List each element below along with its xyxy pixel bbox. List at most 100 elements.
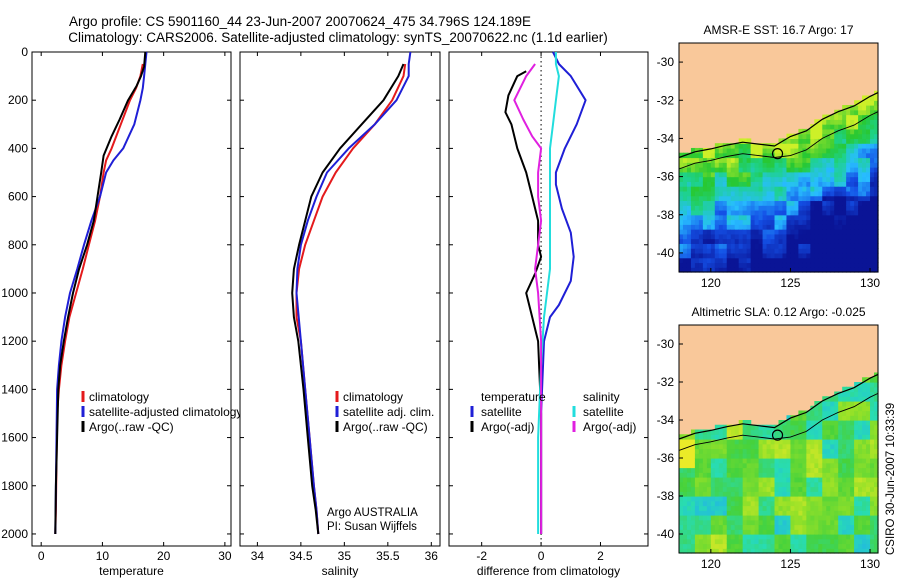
map-cell [714, 424, 720, 431]
map-cell [714, 167, 720, 173]
map-cell [822, 224, 827, 230]
map-cell [842, 401, 847, 407]
map-cell [758, 176, 764, 182]
map-cell [778, 186, 784, 192]
map-cell [830, 420, 835, 426]
map-cell [679, 515, 684, 521]
map-cell [826, 538, 831, 545]
map-cell [702, 510, 708, 516]
map-cell [838, 162, 843, 168]
map-cell [734, 157, 740, 163]
map-cell [858, 401, 863, 407]
map-cell [842, 233, 847, 240]
map-cell [758, 534, 764, 540]
map-cell [834, 500, 839, 507]
map-cell [718, 548, 724, 554]
map-cell [846, 162, 851, 168]
map-cell [694, 496, 700, 502]
x-tick-label: 120 [701, 557, 721, 571]
map-cell [690, 238, 696, 244]
map-cell [778, 238, 784, 244]
map-cell [686, 500, 692, 507]
map-cell [718, 186, 724, 192]
map-cell [858, 167, 863, 173]
map-cell [826, 491, 831, 497]
x-axis-label: temperature [99, 564, 164, 578]
map-cell [834, 167, 839, 173]
map-cell [750, 548, 756, 554]
map-cell [686, 157, 692, 163]
map-cell [754, 233, 760, 240]
map-cell [806, 200, 811, 206]
map-cell [802, 162, 807, 168]
map-cell [850, 486, 855, 492]
map-cell [754, 529, 760, 535]
map-cell [718, 162, 724, 168]
map-cell [870, 229, 875, 235]
map-cell [870, 405, 875, 412]
map-cell [766, 486, 772, 492]
map-cell [834, 462, 839, 469]
map-cell [850, 448, 855, 454]
map-cell [742, 477, 748, 483]
map-cell [810, 243, 815, 249]
map-cell [742, 209, 748, 216]
map-cell [726, 143, 732, 149]
map-cell [870, 486, 875, 492]
map-cell [850, 477, 855, 483]
map-cell [778, 209, 784, 216]
map-cell [782, 243, 788, 249]
map-cell [858, 477, 863, 483]
map-cell [702, 515, 708, 521]
map-cell [730, 524, 736, 530]
map-cell [870, 491, 875, 497]
map-cell [702, 214, 708, 221]
map-cell [850, 262, 855, 268]
map-cell [798, 133, 803, 140]
map-cell [862, 181, 867, 187]
map-cell [818, 162, 823, 168]
map-cell [682, 543, 688, 549]
map-cell [726, 424, 732, 431]
map-cell [826, 200, 831, 206]
map-cell [818, 534, 823, 540]
map-cell [694, 152, 700, 159]
map-cell [734, 200, 740, 206]
map-cell [790, 505, 796, 511]
map-cell [726, 453, 732, 459]
legend-header-salinity: salinity [583, 390, 620, 404]
map-cell [682, 519, 688, 526]
map-cell [846, 448, 851, 454]
map-cell [778, 462, 784, 469]
y-tick-label: 400 [8, 141, 28, 155]
map-cell [778, 167, 784, 173]
map-cell [818, 481, 823, 488]
map-cell [730, 157, 736, 163]
map-cell [698, 543, 704, 549]
map-cell [822, 477, 827, 483]
map-cell [682, 505, 688, 511]
map-cell [822, 133, 827, 140]
map-cell [794, 496, 799, 502]
map-cell [874, 491, 879, 497]
map-cell [870, 238, 875, 244]
map-cell [698, 267, 704, 273]
map-cell [702, 209, 708, 216]
map-cell [814, 477, 819, 483]
map-cell [734, 238, 740, 244]
map-cell [754, 453, 760, 459]
map-cell [750, 190, 756, 197]
legend-label-climatology: climatology [343, 390, 403, 404]
map-cell [766, 224, 772, 230]
x-tick-label: 34.5 [289, 549, 313, 563]
map-cell [866, 415, 871, 421]
map-cell [706, 181, 712, 187]
map-cell [806, 186, 811, 192]
map-cell [706, 529, 712, 535]
map-cell [806, 529, 811, 535]
map-cell [854, 186, 859, 192]
map-cell [862, 486, 867, 492]
map-cell [782, 181, 788, 187]
x-tick-label: 120 [701, 276, 721, 290]
map-cell [802, 538, 807, 545]
